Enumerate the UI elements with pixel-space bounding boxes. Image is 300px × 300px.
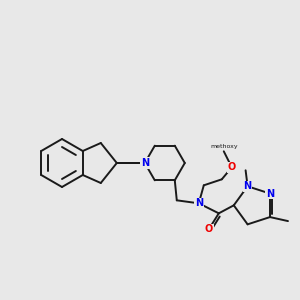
- Text: N: N: [244, 181, 252, 191]
- Text: methoxy: methoxy: [210, 144, 238, 149]
- Text: N: N: [195, 198, 203, 208]
- Text: N: N: [141, 158, 149, 168]
- Text: O: O: [205, 224, 213, 234]
- Text: N: N: [266, 189, 274, 199]
- Text: O: O: [228, 162, 236, 172]
